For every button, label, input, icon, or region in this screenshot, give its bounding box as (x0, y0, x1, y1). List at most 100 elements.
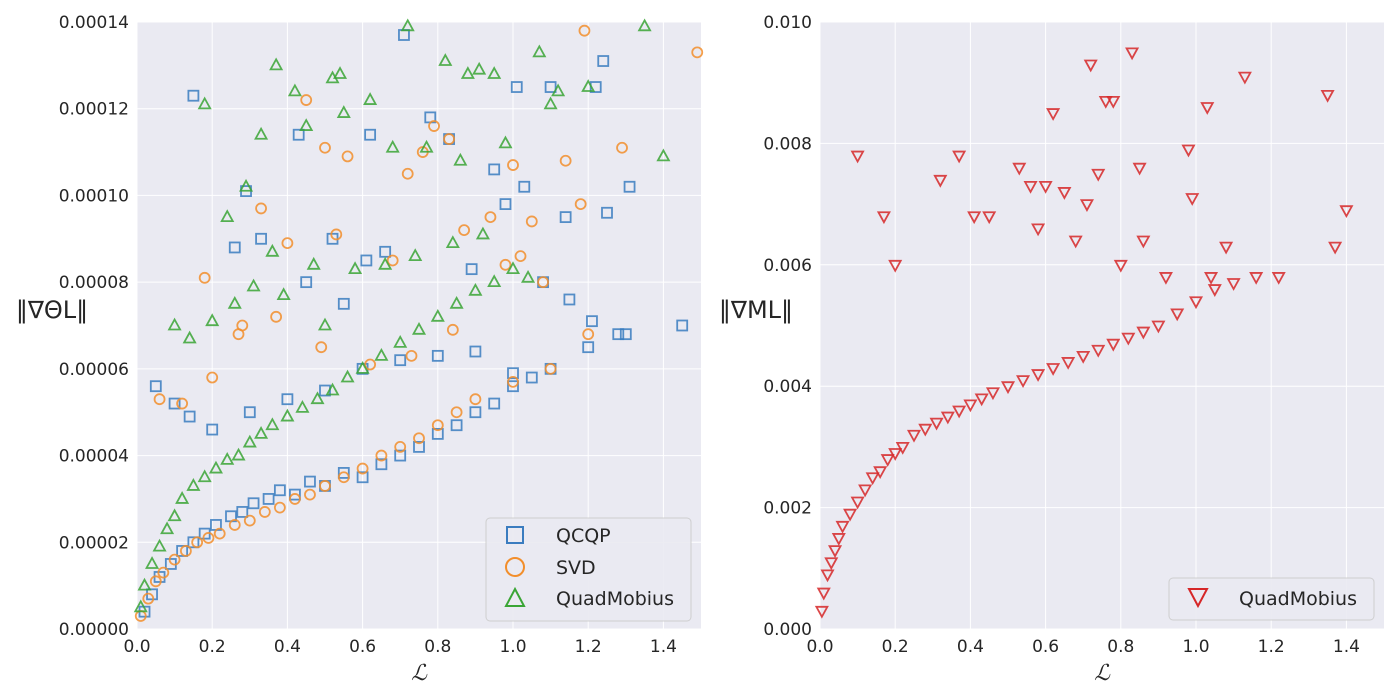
circle-point (582, 328, 595, 341)
y-tick-label: 0.010 (763, 13, 812, 33)
triangle-up-point (411, 321, 427, 335)
circle-point (578, 24, 591, 37)
triangle-down-point (1320, 89, 1335, 103)
left-scatter-panel: 0.0 0.2 0.4 0.6 0.8 1.0 1.2 1.4 0.000000.000020… (16, 13, 704, 686)
y-tick-label: 0.00000 (59, 620, 129, 640)
circle-point (202, 532, 215, 544)
y-tick-label: 0.002 (763, 499, 812, 519)
circle-point (315, 341, 328, 354)
triangle-up-point (186, 478, 201, 491)
circle-point (337, 471, 350, 484)
triangle-up-point (551, 83, 566, 97)
triangle-down-point (1031, 369, 1046, 382)
circle-point (507, 159, 519, 171)
triangle-down-point (1000, 381, 1016, 395)
x-tick-label: 1.2 (1258, 637, 1285, 657)
triangle-up-point (378, 256, 393, 270)
triangle-up-point (460, 66, 475, 79)
triangle-up-point (333, 66, 348, 79)
triangle-up-point (581, 79, 596, 92)
triangle-down-point (888, 259, 903, 273)
y-tick-label: 0.00014 (59, 13, 129, 33)
triangle-down-point (1136, 235, 1151, 249)
triangle-down-point (835, 520, 850, 534)
triangle-down-point (1207, 284, 1222, 297)
triangle-down-point (865, 472, 880, 486)
triangle-down-point (824, 557, 839, 571)
x-tick-label: 0.6 (1032, 637, 1059, 657)
circle-point (691, 46, 704, 59)
triangle-up-point (505, 261, 521, 275)
square-point (379, 245, 392, 258)
square-point (337, 467, 350, 479)
square-point (394, 354, 407, 367)
triangle-down-point (858, 484, 873, 498)
square-point (525, 371, 538, 384)
triangle-down-point (1083, 59, 1098, 73)
circle-point (258, 506, 271, 518)
square-point (518, 180, 531, 193)
circle-point (401, 167, 414, 180)
square-point (507, 367, 519, 380)
triangle-up-point (355, 360, 370, 374)
circle-point (458, 224, 471, 237)
triangle-down-point (1113, 259, 1128, 273)
y-tick-label: 0.006 (763, 256, 812, 276)
triangle-down-point (985, 387, 1000, 401)
triangle-down-point (895, 441, 910, 455)
x-tick-label: 0.4 (957, 637, 984, 657)
triangle-up-point (167, 317, 182, 331)
triangle-up-point (475, 226, 490, 240)
triangle-up-point (656, 148, 671, 162)
triangle-down-point (1121, 332, 1136, 346)
triangle-up-point (265, 243, 280, 257)
triangle-up-point (498, 135, 513, 149)
square-point (183, 410, 196, 423)
circle-point (514, 250, 527, 263)
right-legend: QuadMobius (1168, 577, 1375, 621)
triangle-down-point (906, 429, 922, 443)
triangle-up-point (472, 61, 487, 75)
square-point (273, 484, 286, 497)
circle-point (574, 198, 587, 211)
triangle-down-point (1200, 102, 1215, 115)
right-x-axis-label: ℒ (1094, 661, 1111, 686)
circle-point (270, 310, 283, 323)
triangle-up-point (295, 400, 310, 413)
triangle-up-point (197, 96, 212, 110)
triangle-up-point (408, 248, 423, 262)
x-tick-label: 0.0 (123, 637, 150, 657)
square-point (601, 206, 613, 219)
circle-point (213, 527, 226, 540)
circle-point (319, 141, 331, 154)
circle-point (537, 276, 549, 289)
square-point (187, 89, 200, 102)
triangle-down-point (1125, 47, 1140, 61)
triangle-up-point (487, 274, 502, 288)
triangle-up-point (521, 269, 536, 283)
circle-point (469, 393, 482, 406)
right-scatter-panel: 0.0 0.2 0.4 0.6 0.8 1.0 1.2 1.4 0.000 0.002 0.004… (719, 13, 1384, 686)
triangle-down-point (929, 417, 944, 431)
circle-point (198, 271, 211, 284)
triangle-up-point (468, 282, 483, 296)
x-tick-label: 0.8 (424, 637, 451, 657)
triangle-up-point (363, 92, 378, 105)
triangle-up-point (543, 96, 558, 110)
triangle-down-point (1328, 241, 1343, 255)
triangle-up-point (167, 508, 182, 522)
triangle-up-point (445, 235, 460, 249)
circle-point (289, 493, 301, 505)
circle-point (176, 397, 189, 410)
legend-quadmobius-marker (504, 586, 526, 607)
left-x-tick-labels: 0.0 0.2 0.4 0.6 0.8 1.0 1.2 1.4 (123, 637, 676, 657)
triangle-down-point (876, 211, 891, 225)
square-point (612, 328, 625, 341)
square-point (364, 128, 377, 141)
triangle-down-point (1061, 357, 1076, 370)
triangle-up-point (287, 83, 302, 97)
triangle-down-point (1038, 180, 1053, 194)
triangle-down-point (1188, 296, 1204, 310)
square-point (255, 232, 267, 245)
square-point (375, 458, 388, 471)
